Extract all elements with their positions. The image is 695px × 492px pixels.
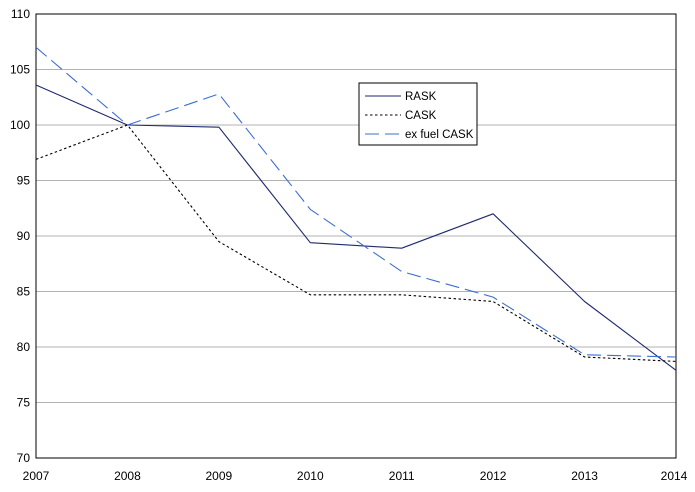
y-tick-label: 85 — [17, 285, 31, 299]
series-lines — [35, 46, 677, 371]
x-tick-label: 2009 — [206, 469, 233, 483]
y-tick-label: 95 — [17, 174, 31, 188]
series-line-rask — [35, 84, 677, 371]
plot-area — [35, 13, 677, 459]
y-tick-label: 70 — [17, 451, 31, 465]
y-tick-label: 80 — [17, 340, 31, 354]
y-tick-label: 110 — [11, 7, 30, 21]
series-line-ex-fuel-cask — [35, 46, 677, 358]
legend-label: ex fuel CASK — [405, 129, 474, 141]
legend-label: CASK — [405, 110, 437, 122]
y-axis-tick-labels: 70 75 80 85 90 95 100 105 110 — [10, 7, 30, 465]
y-tick-label: 90 — [17, 229, 31, 243]
x-tick-label: 2012 — [480, 469, 507, 483]
x-tick-label: 2011 — [389, 469, 415, 483]
legend: RASK CASK ex fuel CASK — [358, 82, 478, 146]
x-tick-label: 2013 — [571, 469, 598, 483]
y-tick-label: 105 — [10, 63, 30, 77]
x-tick-label: 2014 — [661, 469, 688, 483]
x-tick-label: 2007 — [23, 469, 50, 483]
x-tick-label: 2010 — [297, 469, 324, 483]
x-tick-label: 2008 — [114, 469, 141, 483]
x-axis-tick-labels: 2007 2008 2009 2010 2011 2012 2013 2014 — [23, 469, 688, 483]
series-line-cask — [35, 124, 677, 362]
y-tick-label: 75 — [17, 396, 31, 410]
gridlines — [36, 69, 676, 403]
y-tick-label: 100 — [10, 118, 30, 132]
legend-label: RASK — [405, 91, 437, 103]
legend-box — [358, 82, 478, 146]
